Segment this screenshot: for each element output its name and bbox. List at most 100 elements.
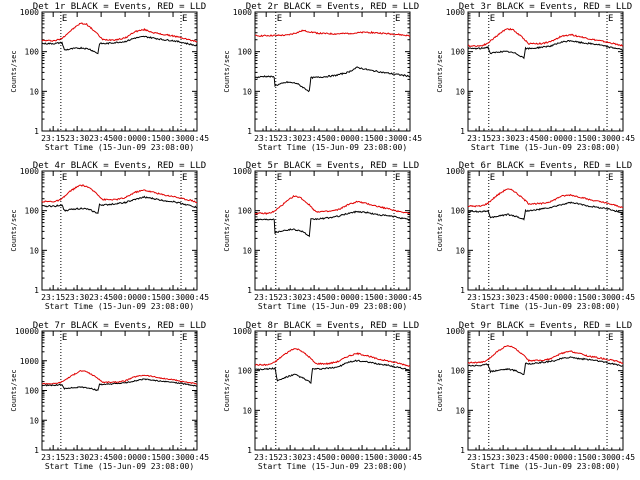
y-tick-label: 1000	[233, 8, 252, 17]
x-tick-label: 00:00	[539, 293, 563, 302]
series-line-events	[41, 378, 198, 392]
y-tick-label: 100	[25, 387, 40, 396]
x-tick-label: 23:45	[515, 453, 539, 462]
y-tick-label: 1000	[446, 327, 465, 336]
x-tick-label: 23:15	[254, 134, 278, 143]
y-axis-label: Counts/sec	[436, 209, 444, 251]
y-tick-label: 1	[34, 286, 39, 295]
y-tick-label: 1000	[446, 8, 465, 17]
y-tick-label: 10000	[15, 327, 39, 336]
x-axis-label: Start Time (15-Jun-09 23:08:00)	[471, 302, 620, 311]
marker-label: E	[182, 173, 187, 183]
x-tick-label: 23:30	[65, 293, 89, 302]
y-tick-label: 10	[455, 246, 465, 255]
x-tick-label: 00:30	[161, 453, 185, 462]
x-tick-label: 00:15	[350, 293, 374, 302]
x-tick-label: 23:45	[302, 453, 326, 462]
y-tick-label: 1000	[20, 357, 39, 366]
series-line-events	[254, 66, 411, 93]
x-axis-label: Start Time (15-Jun-09 23:08:00)	[471, 462, 620, 471]
detector-panel-8: Det 8r BLACK = Events, RED = LLD 1 10 100 10…	[223, 321, 422, 471]
y-tick-label: 10	[242, 246, 252, 255]
x-tick-label: 00:45	[185, 453, 209, 462]
x-tick-label: 00:45	[398, 453, 422, 462]
axes-frame	[41, 330, 198, 451]
marker-label: E	[62, 14, 67, 24]
panel-title: Det 7r BLACK = Events, RED = LLD	[33, 321, 206, 331]
panel-title: Det 6r BLACK = Events, RED = LLD	[459, 161, 632, 171]
series-line-lld	[467, 345, 624, 365]
x-tick-label: 23:15	[41, 453, 65, 462]
x-tick-label: 00:45	[398, 293, 422, 302]
y-axis-label: Counts/sec	[223, 50, 231, 92]
y-tick-label: 10	[29, 246, 39, 255]
y-tick-label: 1	[247, 127, 252, 136]
panel-title: Det 5r BLACK = Events, RED = LLD	[246, 161, 419, 171]
y-tick-label: 1000	[20, 167, 39, 176]
x-tick-label: 00:00	[326, 453, 350, 462]
marker-label: E	[62, 173, 67, 183]
x-tick-label: 23:45	[89, 134, 113, 143]
y-tick-label: 1	[34, 127, 39, 136]
detector-panel-5: Det 5r BLACK = Events, RED = LLD 1 10 100 10…	[223, 161, 422, 311]
y-tick-label: 10	[242, 87, 252, 96]
y-tick-label: 10	[29, 416, 39, 425]
series-line-events	[254, 359, 411, 384]
panel-title: Det 8r BLACK = Events, RED = LLD	[246, 321, 419, 331]
series-line-lld	[467, 188, 624, 209]
x-tick-label: 00:30	[374, 293, 398, 302]
y-axis-label: Counts/sec	[10, 369, 18, 411]
x-tick-label: 00:00	[326, 293, 350, 302]
series-line-events	[467, 356, 624, 376]
detector-panel-7: Det 7r BLACK = Events, RED = LLD 1 10 100 10…	[10, 321, 209, 471]
y-tick-label: 1000	[233, 327, 252, 336]
x-tick-label: 00:30	[374, 134, 398, 143]
series-line-events	[41, 195, 198, 215]
marker-label: E	[395, 333, 400, 343]
x-tick-label: 23:45	[89, 293, 113, 302]
x-tick-label: 00:30	[374, 453, 398, 462]
x-tick-label: 23:45	[515, 134, 539, 143]
x-tick-label: 23:45	[515, 293, 539, 302]
x-axis-label: Start Time (15-Jun-09 23:08:00)	[45, 462, 194, 471]
x-tick-label: 00:00	[326, 134, 350, 143]
y-axis-label: Counts/sec	[436, 369, 444, 411]
y-tick-label: 10	[29, 87, 39, 96]
detector-panel-9: Det 9r BLACK = Events, RED = LLD 1 10 100 10…	[436, 321, 635, 471]
marker-label: E	[490, 333, 495, 343]
x-tick-label: 00:45	[611, 134, 635, 143]
series-line-lld	[42, 370, 198, 385]
x-tick-label: 23:30	[278, 453, 302, 462]
axes-frame	[41, 170, 198, 291]
marker-label: E	[277, 333, 282, 343]
x-tick-label: 00:00	[113, 453, 137, 462]
axes-frame	[254, 170, 411, 291]
y-tick-label: 1	[247, 286, 252, 295]
x-tick-label: 00:00	[539, 134, 563, 143]
y-tick-label: 1000	[446, 167, 465, 176]
series-line-lld	[254, 348, 411, 367]
series-line-lld	[41, 184, 198, 204]
y-axis-label: Counts/sec	[223, 369, 231, 411]
x-tick-label: 23:30	[65, 134, 89, 143]
series-line-lld	[467, 27, 624, 48]
x-tick-label: 23:30	[278, 134, 302, 143]
y-axis-label: Counts/sec	[223, 209, 231, 251]
y-axis-label: Counts/sec	[10, 209, 18, 251]
x-tick-label: 00:45	[185, 293, 209, 302]
series-line-events	[467, 201, 624, 221]
x-tick-label: 23:15	[467, 453, 491, 462]
panel-title: Det 1r BLACK = Events, RED = LLD	[33, 2, 206, 12]
y-tick-label: 1	[460, 446, 465, 455]
series-line-lld	[254, 194, 411, 215]
x-tick-label: 23:15	[467, 293, 491, 302]
x-tick-label: 23:30	[491, 453, 515, 462]
y-tick-label: 100	[238, 367, 253, 376]
y-tick-label: 100	[451, 207, 466, 216]
marker-label: E	[182, 14, 187, 24]
detector-panel-4: Det 4r BLACK = Events, RED = LLD 1 10 100 10…	[10, 161, 209, 311]
marker-label: E	[395, 14, 400, 24]
y-tick-label: 100	[451, 367, 466, 376]
marker-label: E	[62, 333, 67, 343]
x-tick-label: 00:15	[563, 453, 587, 462]
